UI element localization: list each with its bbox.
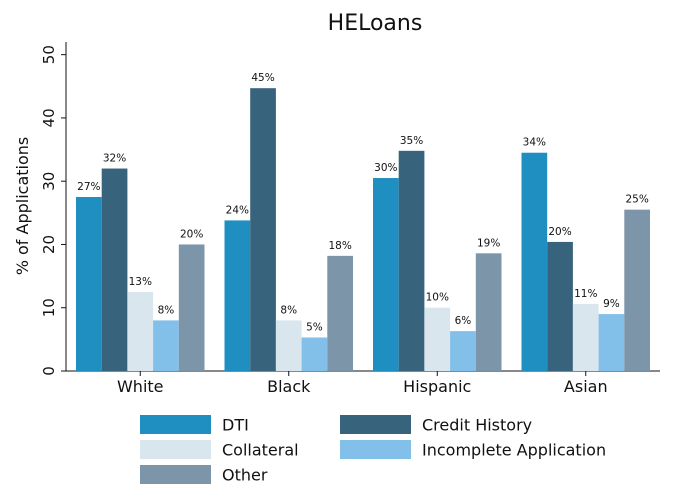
bar-value-label: 20%	[180, 228, 203, 240]
bar-value-label: 18%	[328, 240, 351, 252]
bar-collateral	[424, 307, 451, 371]
y-tick-label: 20	[40, 235, 58, 254]
bar-incomplete-application	[153, 320, 179, 371]
bar-value-label: 24%	[226, 204, 249, 216]
bar-value-label: 35%	[400, 135, 423, 147]
y-tick-label: 0	[40, 366, 58, 376]
bar-value-label: 27%	[77, 181, 100, 193]
x-category-label: White	[117, 377, 164, 396]
bar-value-label: 9%	[603, 298, 620, 310]
bar-value-label: 30%	[374, 162, 397, 174]
bar-collateral	[275, 320, 302, 371]
x-category-label: Hispanic	[403, 377, 471, 396]
y-tick-label: 30	[40, 172, 58, 191]
bar-collateral	[572, 303, 599, 371]
bar-collateral	[127, 291, 154, 371]
bar-value-label: 13%	[129, 276, 152, 288]
legend-swatch	[340, 440, 411, 459]
bar-value-label: 32%	[103, 153, 126, 165]
bar-value-label: 19%	[477, 237, 500, 249]
bar-value-label: 34%	[523, 137, 546, 149]
x-category-label: Asian	[564, 377, 608, 396]
bar-other	[178, 244, 205, 371]
bar-dti	[224, 220, 251, 371]
legend-label: Other	[222, 466, 268, 485]
bar-incomplete-application	[598, 314, 625, 371]
bar-credit-history	[101, 168, 128, 371]
chart-title: HELoans	[328, 11, 423, 36]
bar-value-label: 8%	[280, 304, 297, 316]
legend-label: Collateral	[222, 441, 299, 460]
legend-swatch	[140, 440, 211, 459]
bar-value-label: 20%	[548, 226, 571, 238]
legend-label: DTI	[222, 416, 249, 435]
bar-other	[327, 255, 353, 371]
x-category-label: Black	[267, 377, 311, 396]
bar-value-label: 25%	[625, 194, 648, 206]
legend: DTI Credit History Collateral Incomplete Ap…	[140, 415, 606, 485]
y-axis-title: % of Applications	[13, 137, 32, 276]
legend-swatch	[140, 465, 211, 484]
bar-value-label: 5%	[306, 321, 323, 333]
legend-swatch	[140, 415, 211, 434]
y-tick-label: 10	[40, 298, 58, 317]
bar-value-label: 45%	[251, 72, 274, 84]
bar-value-label: 10%	[426, 292, 449, 304]
bar-dti	[373, 178, 399, 371]
bar-value-label: 8%	[158, 304, 175, 316]
bar-incomplete-application	[301, 337, 328, 371]
bar-credit-history	[547, 241, 573, 371]
bar-other	[475, 253, 502, 371]
bar-credit-history	[398, 150, 425, 371]
legend-label: Incomplete Application	[422, 441, 606, 460]
bar-other	[624, 209, 650, 371]
legend-swatch	[340, 415, 411, 434]
bar-dti	[521, 152, 548, 371]
legend-label: Credit History	[422, 416, 532, 435]
y-tick-label: 50	[40, 45, 58, 64]
bar-credit-history	[250, 88, 276, 372]
bar-value-label: 11%	[574, 288, 597, 300]
bar-value-label: 6%	[455, 315, 472, 327]
bar-incomplete-application	[450, 331, 476, 371]
y-tick-label: 40	[40, 108, 58, 127]
bar-dti	[76, 197, 102, 371]
plot-area: 0 10 20 30 40 50 27% 32% 13% 8% 20% White 24% 45% 8% 5%…	[40, 42, 660, 396]
